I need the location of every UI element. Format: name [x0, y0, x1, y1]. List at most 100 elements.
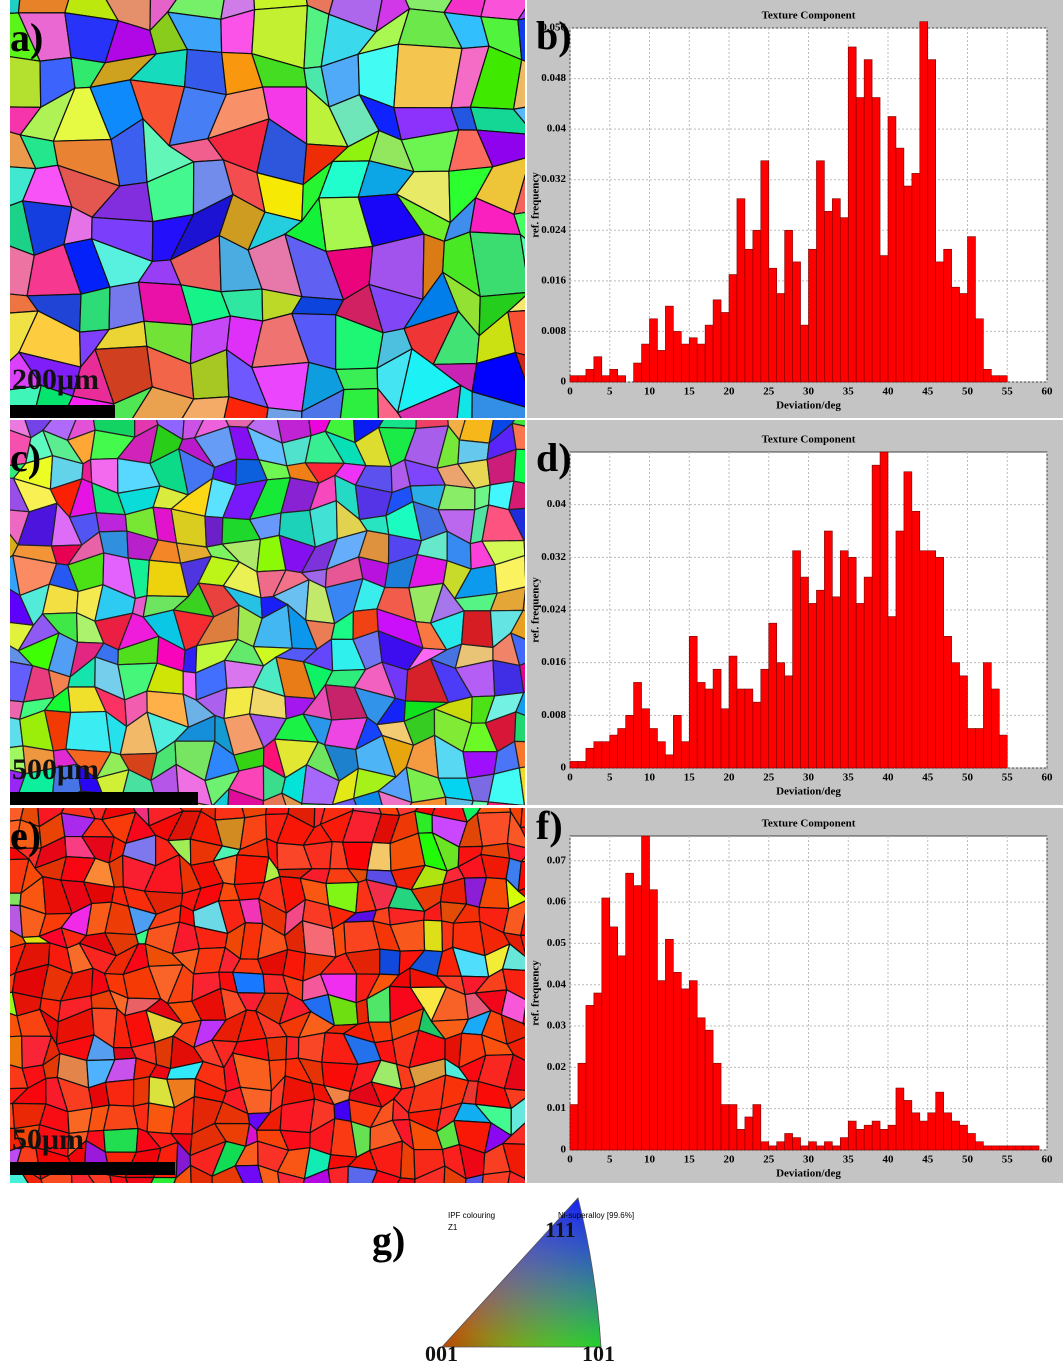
grain — [300, 1193, 336, 1212]
bar — [657, 980, 666, 1151]
bar — [649, 318, 658, 383]
grain — [520, 808, 525, 829]
x-tick-label: 20 — [724, 1154, 736, 1166]
bar — [824, 1141, 833, 1151]
x-tick-label: 50 — [962, 386, 974, 398]
bar — [847, 46, 857, 383]
bar — [768, 1145, 777, 1151]
grain — [523, 1177, 525, 1181]
grain — [501, 968, 525, 1001]
grain — [173, 1164, 192, 1183]
bar — [839, 1137, 849, 1151]
grain — [227, 788, 265, 805]
grain — [443, 1164, 467, 1183]
grain — [302, 1168, 331, 1183]
bar — [895, 1087, 905, 1151]
y-axis-label: ref. frequency — [530, 960, 542, 1026]
bar — [887, 1124, 897, 1151]
ipf-corner: 111 — [545, 1217, 576, 1242]
bar — [959, 293, 968, 383]
grain — [107, 385, 154, 418]
grain — [234, 1164, 264, 1183]
bar — [959, 1124, 968, 1151]
panel-label: e) — [10, 813, 41, 858]
x-axis-label: Deviation/deg — [776, 1168, 841, 1180]
grain — [509, 609, 525, 640]
grain — [257, 1164, 280, 1183]
bar — [1014, 1145, 1024, 1151]
grain — [510, 1097, 525, 1137]
bar — [927, 59, 936, 383]
bar — [609, 926, 618, 1151]
bar — [776, 1141, 785, 1151]
y-tick-label: 0 — [561, 1144, 567, 1156]
bar — [1030, 1145, 1040, 1151]
grain — [233, 854, 270, 886]
bar — [617, 728, 626, 769]
bar — [967, 236, 976, 383]
bar — [609, 734, 618, 769]
bar — [792, 550, 801, 769]
grain — [469, 106, 525, 135]
bar — [601, 375, 611, 383]
bar — [839, 217, 849, 383]
grain — [513, 740, 525, 769]
bar — [720, 708, 730, 769]
x-tick-label: 45 — [922, 772, 934, 784]
y-tick-label: 0.056 — [541, 22, 566, 34]
grain — [460, 610, 494, 649]
y-tick-label: 0.03 — [547, 1020, 567, 1032]
bar — [1006, 1145, 1016, 1151]
bar — [744, 1116, 754, 1151]
bar — [617, 955, 626, 1151]
x-tick-label: 55 — [1002, 772, 1014, 784]
grain — [507, 310, 525, 356]
bar — [704, 688, 714, 769]
grain — [481, 1170, 511, 1183]
bar — [903, 185, 913, 383]
ipf-phase: Ni-superalloy [99.6%] — [558, 1211, 634, 1220]
x-axis-label: Deviation/deg — [776, 400, 841, 412]
scale-bar — [10, 405, 115, 418]
bar — [720, 312, 730, 383]
y-tick-label: 0.024 — [541, 604, 566, 616]
bar — [736, 1129, 746, 1151]
bar — [585, 369, 595, 383]
y-tick-label: 0.07 — [547, 854, 567, 866]
bar — [680, 343, 690, 383]
bar — [1022, 1145, 1032, 1151]
grain — [500, 1013, 525, 1045]
bar — [808, 248, 817, 383]
y-tick-label: 0.01 — [547, 1102, 566, 1114]
bar — [816, 1145, 825, 1151]
bar — [871, 97, 881, 383]
grain — [377, 386, 402, 418]
bar — [593, 741, 603, 769]
x-tick-label: 45 — [922, 1154, 934, 1166]
y-tick-label: 0.032 — [541, 173, 566, 185]
x-tick-label: 0 — [567, 772, 573, 784]
bar — [935, 1091, 944, 1151]
bar — [943, 636, 952, 769]
grain — [522, 588, 525, 612]
bar — [998, 375, 1008, 383]
panel-label: d) — [536, 435, 572, 480]
bar — [919, 1120, 929, 1151]
x-tick-label: 60 — [1042, 1154, 1054, 1166]
bar — [752, 1104, 762, 1151]
grain — [506, 1192, 532, 1221]
grain — [109, 1174, 129, 1183]
bar — [943, 1112, 952, 1151]
bar — [824, 211, 833, 383]
grain — [515, 691, 525, 717]
x-tick-label: 35 — [843, 386, 855, 398]
bar — [951, 1120, 960, 1151]
grain — [104, 1078, 135, 1107]
bar — [696, 1017, 706, 1151]
grain — [512, 59, 525, 110]
grain — [503, 1087, 525, 1110]
grain — [132, 1075, 151, 1107]
bar — [577, 375, 587, 383]
bar — [816, 160, 825, 383]
bar — [625, 715, 634, 769]
